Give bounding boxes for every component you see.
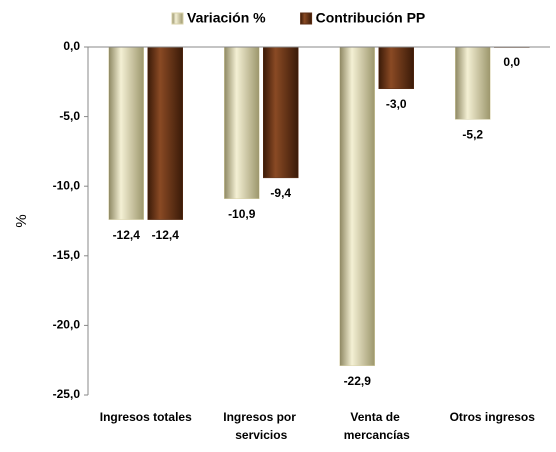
value-label: -22,9 bbox=[344, 374, 372, 388]
y-tick-label: -15,0 bbox=[53, 248, 81, 262]
value-label: -3,0 bbox=[386, 97, 407, 111]
bar bbox=[455, 46, 491, 120]
legend-label: Variación % bbox=[187, 10, 266, 26]
x-tick-label: Venta de mercancías bbox=[344, 410, 410, 442]
value-label: -5,2 bbox=[462, 128, 483, 142]
value-label: -12,4 bbox=[152, 228, 180, 242]
y-tick-label: -25,0 bbox=[53, 387, 81, 401]
x-tick-label: Otros ingresos bbox=[450, 410, 536, 424]
value-label: -12,4 bbox=[113, 228, 141, 242]
x-tick-label: Ingresos por servicios bbox=[223, 410, 299, 442]
y-tick-label: -5,0 bbox=[59, 109, 80, 123]
y-tick-label: 0,0 bbox=[63, 39, 80, 53]
bar bbox=[339, 46, 375, 367]
value-label: -9,4 bbox=[270, 186, 291, 200]
legend-label: Contribución PP bbox=[316, 10, 426, 26]
y-tick-label: -20,0 bbox=[53, 318, 81, 332]
bar bbox=[224, 46, 260, 199]
bar bbox=[263, 46, 299, 179]
bar bbox=[147, 46, 183, 220]
value-label: -10,9 bbox=[228, 207, 256, 221]
bar bbox=[378, 46, 414, 90]
bar bbox=[108, 46, 144, 220]
x-tick-label: Ingresos totales bbox=[100, 410, 192, 424]
value-label: 0,0 bbox=[503, 55, 520, 69]
legend-swatch bbox=[300, 12, 313, 25]
y-tick-label: -10,0 bbox=[53, 178, 81, 192]
y-axis-label: % bbox=[13, 214, 30, 227]
legend-swatch bbox=[171, 12, 184, 25]
